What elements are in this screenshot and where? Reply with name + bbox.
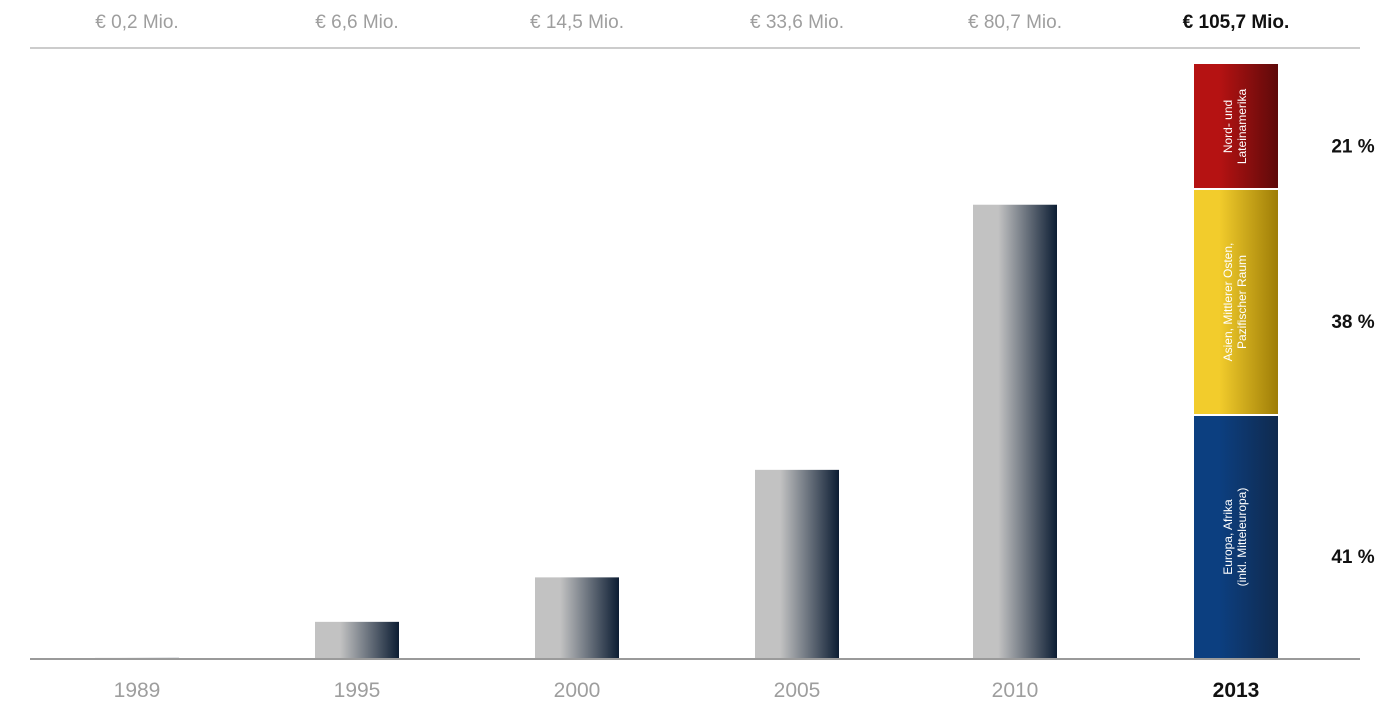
breakdown-segment-0 xyxy=(1194,415,1278,659)
category-label-2005: 2005 xyxy=(774,679,821,702)
bar-2000 xyxy=(535,577,619,659)
value-label-2013: € 105,7 Mio. xyxy=(1183,12,1290,33)
segment-label-1-line-1: Pazifischer Raum xyxy=(1235,255,1249,349)
bar-2005 xyxy=(755,469,839,659)
segment-label-2-line-1: Lateinamerika xyxy=(1235,88,1249,164)
percent-labels: 41 % 38 % 21 % xyxy=(1331,136,1374,568)
category-label-2013: 2013 xyxy=(1213,679,1260,702)
segment-label-0-line-1: (inkl. Mitteleuropa) xyxy=(1235,488,1249,587)
bar-1995 xyxy=(315,621,399,659)
breakdown-segment-1 xyxy=(1194,188,1278,416)
value-label-1995: € 6,6 Mio. xyxy=(315,12,398,33)
category-labels: 1989 1995 2000 2005 2010 2013 xyxy=(114,679,1260,702)
value-label-2000: € 14,5 Mio. xyxy=(530,12,624,33)
category-label-2010: 2010 xyxy=(992,679,1039,702)
value-labels: € 0,2 Mio. € 6,6 Mio. € 14,5 Mio. € 33,6 Mi… xyxy=(95,12,1289,33)
percent-label-2: 21 % xyxy=(1331,136,1374,157)
segment-label-2-line-0: Nord- und xyxy=(1221,100,1235,153)
value-label-2005: € 33,6 Mio. xyxy=(750,12,844,33)
value-label-1989: € 0,2 Mio. xyxy=(95,12,178,33)
breakdown-segment-2 xyxy=(1194,64,1278,189)
percent-label-1: 38 % xyxy=(1331,312,1374,333)
percent-label-0: 41 % xyxy=(1331,547,1374,568)
category-label-2000: 2000 xyxy=(554,679,601,702)
stacked-breakdown: Europa, Afrika (inkl. Mitteleuropa) Asien,… xyxy=(1194,64,1278,659)
segment-label-0-line-0: Europa, Afrika xyxy=(1221,499,1235,575)
value-label-2010: € 80,7 Mio. xyxy=(968,12,1062,33)
bars xyxy=(95,204,1057,660)
category-label-1989: 1989 xyxy=(114,679,161,702)
segment-label-1-line-0: Asien, Mittlerer Osten, xyxy=(1221,243,1235,362)
bar-2010 xyxy=(973,204,1057,660)
category-label-1995: 1995 xyxy=(334,679,381,702)
